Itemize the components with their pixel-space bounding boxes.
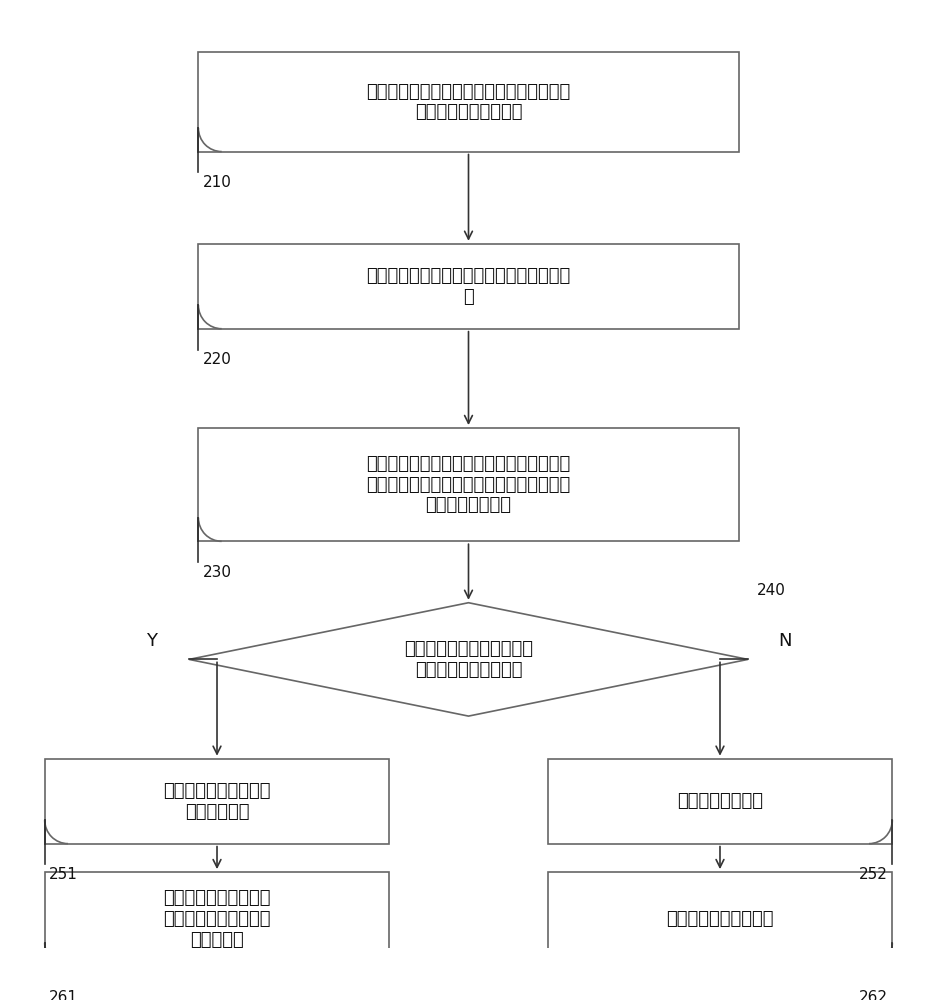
Text: 设置第一人脸数据与播放模式之间的关联关
系: 设置第一人脸数据与播放模式之间的关联关 系 bbox=[366, 267, 570, 306]
Text: 匹配与第二人脸数据对
应的播放模式: 匹配与第二人脸数据对 应的播放模式 bbox=[163, 782, 271, 821]
Bar bbox=[45, 872, 389, 966]
Text: 230: 230 bbox=[203, 565, 232, 580]
Text: 判断是否存在与第二人脸数
据对应的第一人脸数据: 判断是否存在与第二人脸数 据对应的第一人脸数据 bbox=[403, 640, 533, 679]
Text: 251: 251 bbox=[50, 867, 78, 882]
Text: 匹配默认播放模式: 匹配默认播放模式 bbox=[677, 792, 762, 810]
Bar bbox=[547, 759, 891, 844]
Bar bbox=[45, 759, 389, 844]
Text: 220: 220 bbox=[203, 352, 232, 367]
Text: N: N bbox=[778, 632, 791, 650]
Polygon shape bbox=[189, 603, 747, 716]
Text: 通过前置摄像头录入若干个人脸图像以得到
相应若干第一人脸数据: 通过前置摄像头录入若干个人脸图像以得到 相应若干第一人脸数据 bbox=[366, 83, 570, 121]
Bar bbox=[547, 872, 891, 966]
Text: 以第二人脸数据在关联
关系中对应的播放模式
播放音视频: 以第二人脸数据在关联 关系中对应的播放模式 播放音视频 bbox=[163, 889, 271, 949]
Text: 210: 210 bbox=[203, 175, 232, 190]
Text: 在进入媒体播放器播放音视频时，启动前置
摄像头以采集当前用户的人脸图像，得到相
应的第二人脸数据: 在进入媒体播放器播放音视频时，启动前置 摄像头以采集当前用户的人脸图像，得到相 … bbox=[366, 455, 570, 514]
Text: Y: Y bbox=[146, 632, 157, 650]
Text: 252: 252 bbox=[858, 867, 886, 882]
Bar bbox=[198, 52, 738, 152]
Text: 262: 262 bbox=[857, 990, 886, 1000]
Bar bbox=[198, 428, 738, 541]
Text: 261: 261 bbox=[50, 990, 79, 1000]
Text: 240: 240 bbox=[756, 583, 785, 598]
Bar bbox=[198, 244, 738, 329]
Text: 以默认模式播放音视频: 以默认模式播放音视频 bbox=[665, 910, 773, 928]
